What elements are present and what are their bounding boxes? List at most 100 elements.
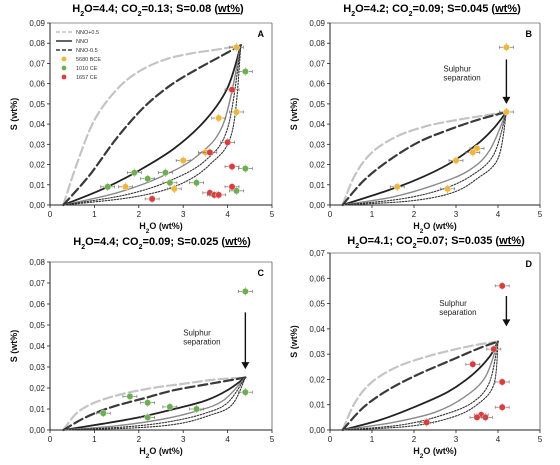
title-part: =0.09; S=0.045 (: [413, 3, 496, 15]
data-point-1010-ce: [233, 187, 240, 195]
y-tick-label: 0,09: [309, 19, 325, 28]
y-tick-label: 0,03: [29, 140, 45, 149]
data-point-1010-ce: [241, 388, 249, 396]
x-tick-label: 3: [181, 435, 186, 444]
curve-path-1: [62, 44, 242, 206]
title-part: wt%: [217, 3, 240, 15]
annotation-arrow-head: [502, 96, 511, 104]
y-tick-label: 0,01: [309, 401, 325, 410]
x-axis-label-part: H: [139, 221, 146, 231]
annotation-arrow-head: [502, 319, 511, 327]
y-tick-label: 0,04: [29, 342, 45, 351]
title-part: H: [72, 3, 80, 15]
curve-path-1: [341, 340, 499, 431]
curve-path-1: [62, 376, 247, 431]
legend-label: 1010 CE: [76, 66, 98, 72]
y-tick-label: 0,04: [309, 325, 325, 334]
title-part: 2: [81, 244, 85, 251]
curve-nno: [62, 44, 242, 206]
data-point-1657-ce: [423, 419, 430, 426]
panel-title: H2O=4.2; CO2=0.09; S=0.045 (wt%): [343, 3, 521, 18]
panel-d: H2O=4.1; CO2=0.07; S=0.035 (wt%)0,000,01…: [289, 235, 543, 460]
y-axis-label: S (wt%): [289, 325, 299, 358]
y-tick-label: 0,05: [309, 100, 325, 109]
data-point-1657-ce: [490, 345, 498, 353]
curve-nno: [341, 340, 499, 431]
curve-nno-0-5: [62, 44, 242, 207]
x-tick-label: 2: [137, 210, 142, 219]
title-part: 2: [138, 11, 142, 18]
y-tick-label: 0,02: [29, 384, 45, 393]
curve-nno: [341, 111, 508, 206]
title-part: 2: [80, 11, 84, 18]
curve-nno-0-5: [62, 376, 247, 432]
curve-path-2: [342, 111, 507, 206]
data-point-1010-ce: [144, 175, 152, 183]
title-part: =0.09; S=0.025 (: [143, 236, 226, 248]
x-tick-label: 0: [48, 210, 53, 219]
title-part: ): [521, 235, 525, 247]
x-tick-label: 3: [454, 210, 459, 219]
data-point-5680-bce: [122, 183, 129, 191]
data-point-1010-ce: [99, 409, 107, 417]
panel-letter: B: [526, 29, 533, 39]
data-point-1010-ce: [144, 399, 152, 407]
data-point-1010-ce: [130, 169, 138, 177]
title-part: 2: [351, 11, 355, 18]
x-tick-label: 5: [270, 435, 275, 444]
data-point-1010-ce: [166, 403, 174, 411]
title-part: H: [347, 235, 355, 247]
data-point-5680-bce: [233, 43, 240, 51]
y-tick-label: 0,00: [29, 201, 45, 210]
y-tick-label: 0,08: [29, 258, 45, 267]
panel-c: H2O=4.4; CO2=0.09; S=0.025 (wt%)0,000,01…: [9, 236, 275, 460]
title-part: =0.07; S=0.035 (: [417, 235, 500, 247]
curve-path-2: [342, 340, 499, 431]
annotation-text: separation: [183, 338, 220, 347]
y-tick-label: 0,00: [29, 426, 45, 435]
data-point-1657-ce: [215, 191, 223, 199]
x-axis-label-part: 2: [420, 453, 424, 460]
curve-path-3: [342, 340, 499, 431]
title-part: ): [240, 3, 244, 15]
legend-label: NNO-0.5: [76, 48, 98, 54]
data-point-1010-ce: [144, 413, 152, 421]
curve-path-3: [62, 376, 246, 431]
x-axis-label-part: 2: [146, 453, 150, 460]
curve-nno-0-5: [341, 340, 500, 432]
y-axis-label: S (wt%): [9, 330, 19, 363]
title-part: wt%: [494, 3, 517, 15]
data-point-5680-bce: [233, 108, 240, 116]
x-tick-label: 5: [538, 210, 543, 219]
data-point-1657-ce: [224, 138, 232, 146]
y-tick-label: 0,00: [309, 426, 325, 435]
data-point-1010-ce: [241, 287, 249, 295]
data-point-1657-ce: [498, 282, 506, 290]
x-axis-label: H2O (wt%): [139, 446, 183, 460]
data-point-1657-ce: [473, 413, 481, 421]
curve-nno-0-5: [341, 340, 500, 432]
title-part: O=4.4; CO: [85, 236, 139, 248]
curve-nno: [62, 376, 247, 431]
y-tick-label: 0,06: [29, 300, 45, 309]
title-part: H: [343, 3, 351, 15]
y-tick-label: 0,07: [309, 59, 325, 68]
y-axis-label: S (wt%): [289, 98, 299, 131]
y-tick-label: 0,07: [29, 279, 45, 288]
x-tick-label: 1: [92, 435, 97, 444]
x-tick-label: 5: [538, 435, 543, 444]
title-part: H: [73, 236, 81, 248]
data-point-1010-ce: [166, 179, 174, 187]
x-axis-label-part: O (wt%): [149, 221, 183, 231]
title-part: ): [247, 236, 251, 248]
y-tick-label: 0,07: [309, 249, 325, 258]
annotation-text: Sulphur: [439, 299, 467, 308]
y-tick-label: 0,03: [29, 363, 45, 372]
curve-nno-0-5: [62, 44, 242, 207]
y-tick-label: 0,03: [309, 350, 325, 359]
y-tick-label: 0,01: [29, 181, 45, 190]
x-tick-label: 0: [328, 435, 333, 444]
data-point-5680-bce: [452, 157, 460, 164]
data-point-1657-ce: [228, 183, 236, 191]
